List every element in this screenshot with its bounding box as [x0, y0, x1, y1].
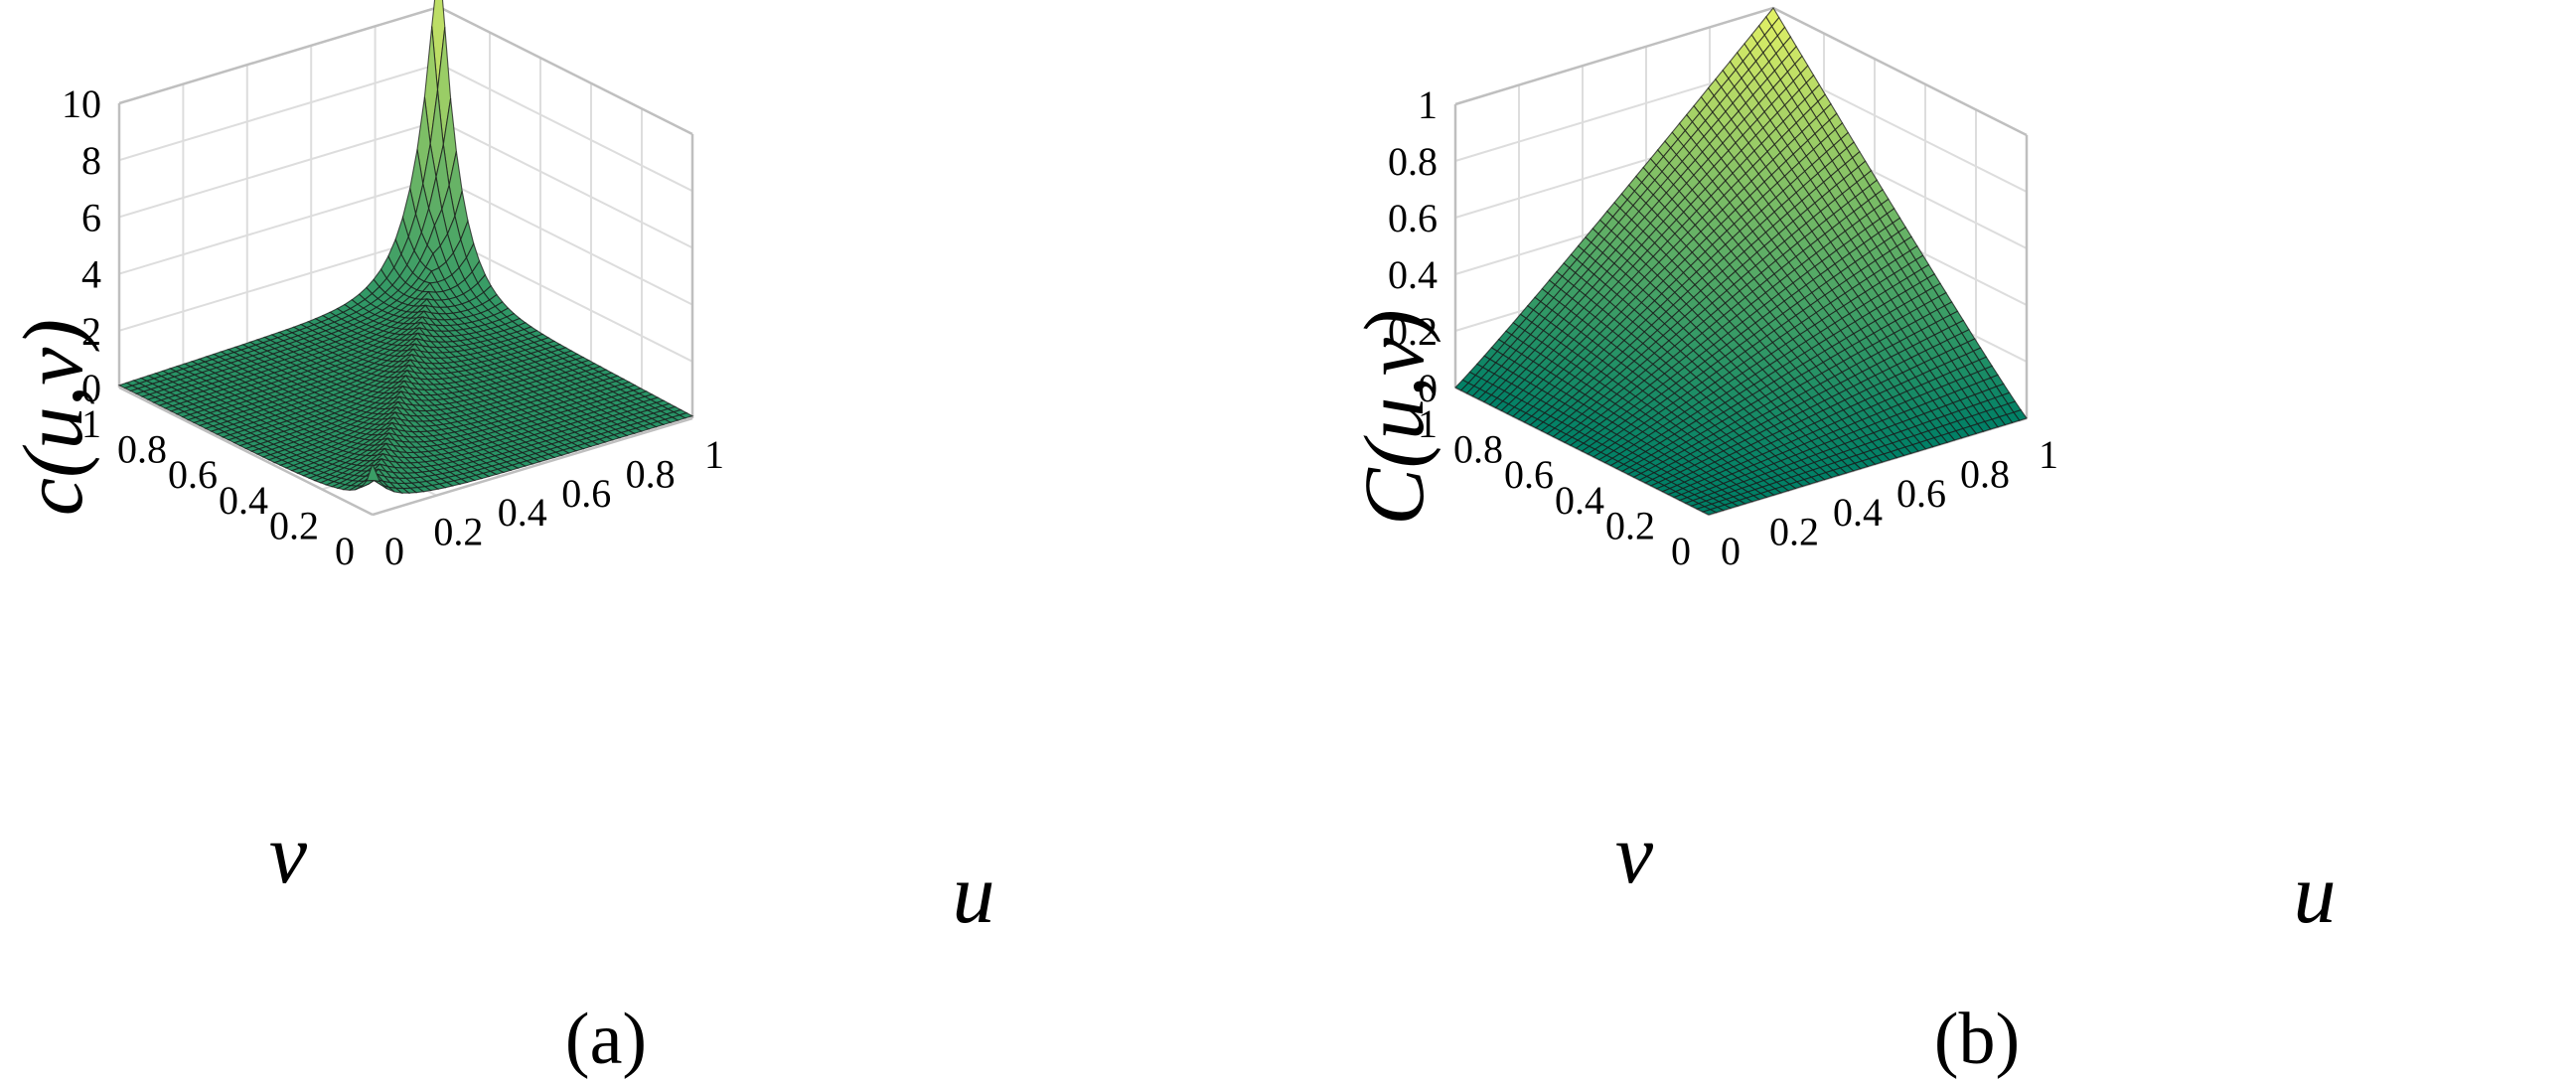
panel-b-label: (b)	[1934, 999, 2020, 1080]
v-tick-label: 1	[1418, 401, 1438, 446]
u-tick-label: 0.8	[1960, 451, 2010, 496]
box-edge	[438, 5, 693, 136]
z-tick-label: 4	[81, 252, 101, 297]
u-tick-label: 1	[704, 432, 724, 477]
u-tick-label: 0.8	[626, 451, 676, 496]
panel-b-chart: 00.20.40.60.810 0.2 0.4 0.6 0.8 100.20.40.60.…	[1346, 6, 2337, 1080]
u-tick-label: 0.6	[1896, 471, 1946, 516]
wall-grid-line	[118, 176, 440, 275]
panel-b-tick-labels: 00.20.40.60.810 0.2 0.4 0.6 0.8 100.20.40.60.…	[1388, 82, 2058, 573]
panel-a-label: (a)	[565, 999, 647, 1080]
panel-b-z-axis-label: C(u,v)	[1346, 309, 1441, 525]
surface-patch	[366, 462, 381, 483]
v-tick-label: 0.4	[1555, 478, 1604, 523]
surface-patch	[1701, 509, 1718, 516]
panel-a-v-axis-label: v	[269, 806, 308, 901]
z-tick-label: 0.8	[1388, 139, 1438, 184]
v-tick-label: 0.6	[168, 452, 218, 497]
z-tick-label: 8	[81, 138, 101, 183]
wall-grid-line	[438, 119, 693, 249]
u-tick-label: 0.2	[1769, 510, 1819, 554]
v-tick-label: 0.6	[1504, 452, 1554, 497]
wall-grid-line	[118, 232, 440, 332]
box-edge	[1772, 6, 2028, 137]
u-tick-label: 0.4	[1833, 490, 1883, 535]
z-tick-label: 1	[1418, 82, 1438, 127]
wall-grid-line	[118, 63, 440, 162]
box-edge	[118, 5, 440, 105]
v-tick-label: 0.8	[117, 427, 167, 472]
u-tick-label: 1	[2039, 432, 2058, 477]
panel-b-u-axis-label: u	[2294, 846, 2337, 941]
z-tick-label: 10	[62, 81, 101, 126]
panel-b-surface	[1454, 7, 2028, 516]
box-edge	[118, 386, 374, 517]
v-tick-label: 0.2	[269, 503, 319, 547]
box-edge	[372, 416, 693, 517]
panel-a-u-axis-label: u	[953, 846, 995, 941]
u-tick-label: 0	[1721, 529, 1741, 573]
v-tick-label: 0	[335, 529, 355, 573]
wall-grid-line	[438, 63, 693, 193]
z-tick-label: 2	[81, 309, 101, 354]
z-tick-label: 0.2	[1388, 309, 1438, 354]
u-tick-label: 0.6	[561, 471, 611, 516]
wall-grid-line	[118, 119, 440, 219]
panel-a-surface	[117, 0, 694, 494]
wall-grid-line	[438, 176, 693, 306]
u-tick-label: 0	[384, 529, 404, 573]
panel-b-v-axis-label: v	[1615, 806, 1654, 901]
u-tick-label: 0.2	[433, 510, 483, 554]
v-tick-label: 0.4	[219, 478, 268, 523]
z-tick-label: 0.4	[1388, 252, 1438, 297]
wall-grid-line	[438, 232, 693, 363]
u-tick-label: 0.4	[498, 490, 547, 535]
z-tick-label: 0.6	[1388, 196, 1438, 240]
z-tick-label: 6	[81, 195, 101, 239]
v-tick-label: 1	[81, 401, 101, 446]
z-tick-label: 0	[81, 366, 101, 410]
v-tick-label: 0.2	[1605, 503, 1655, 547]
v-tick-label: 0	[1671, 529, 1691, 573]
z-tick-label: 0	[1418, 366, 1438, 410]
panel-a-z-axis-label: c(u,v)	[5, 319, 100, 516]
box-edge	[1454, 6, 1774, 106]
v-tick-label: 0.8	[1453, 427, 1503, 472]
